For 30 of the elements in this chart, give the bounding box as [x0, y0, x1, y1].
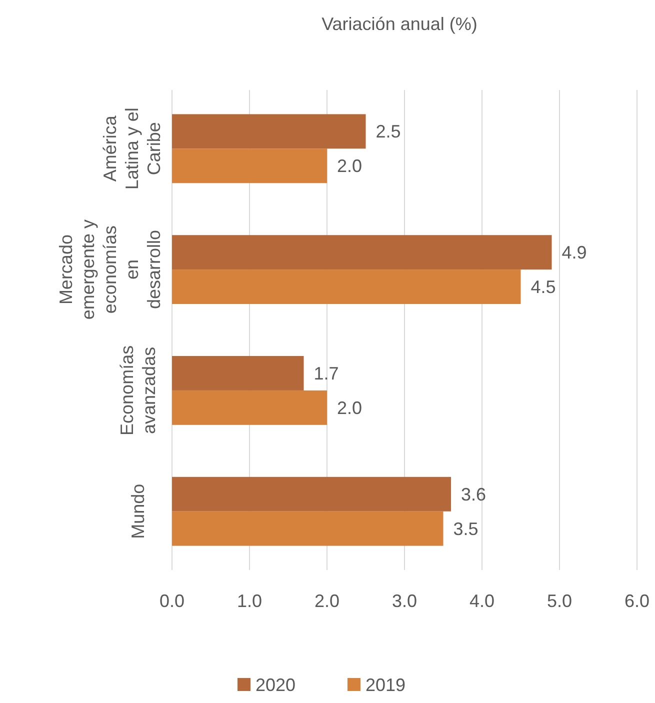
x-tick-label: 4.0 [469, 591, 495, 611]
bar [172, 235, 552, 270]
data-label: 2.0 [337, 398, 362, 418]
chart-title: Variación anual (%) [322, 14, 478, 34]
data-label: 4.5 [530, 277, 556, 298]
data-label: 2.0 [337, 156, 362, 176]
data-label: 4.9 [562, 242, 587, 263]
x-tick-label: 0.0 [159, 591, 185, 611]
x-tick-label: 6.0 [624, 591, 650, 611]
bar [172, 511, 444, 546]
bar [172, 270, 521, 304]
data-label: 2.5 [376, 122, 401, 142]
bar [172, 148, 327, 184]
y-tick-label: América Latina y el Caribe [100, 108, 164, 190]
x-tick-label: 3.0 [392, 591, 418, 611]
legend-label: 2020 [256, 675, 296, 695]
bar [172, 390, 327, 425]
y-tick-label: Economías avanzadas [117, 345, 159, 436]
x-tick-label: 1.0 [236, 591, 262, 611]
x-tick-label: 5.0 [546, 591, 572, 611]
y-tick-label: Mundo [128, 484, 148, 539]
bar [172, 114, 366, 149]
y-tick-label: Mercado emergente y economías en desarrollo [56, 220, 164, 320]
legend-label: 2019 [366, 675, 406, 695]
bar [172, 476, 451, 512]
x-tick-label: 2.0 [314, 591, 340, 611]
bar [172, 356, 304, 390]
data-label: 1.7 [314, 364, 339, 384]
data-label: 3.5 [453, 518, 478, 539]
data-label: 3.6 [461, 484, 486, 504]
